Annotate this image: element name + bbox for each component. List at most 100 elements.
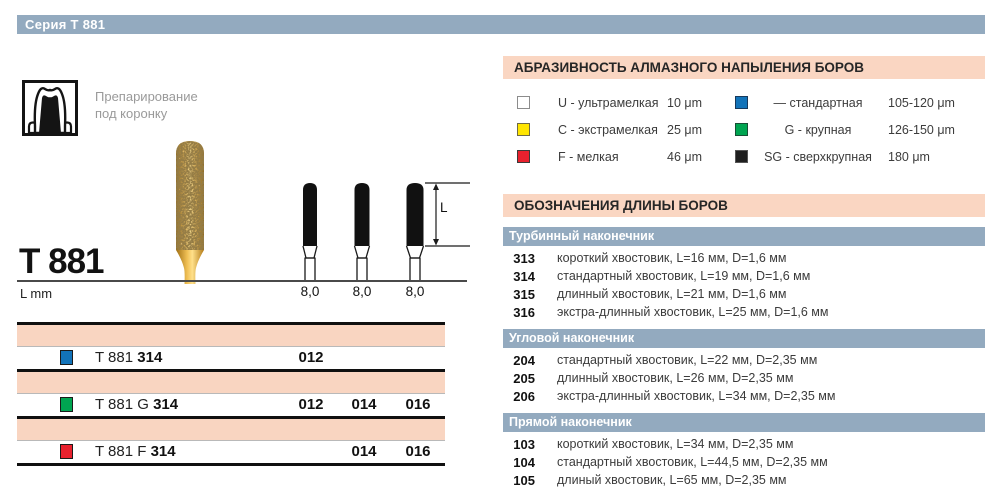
variant-group: T 881 F 314 014 016 (17, 416, 445, 463)
variant-code: T 881 F 314 (95, 443, 176, 460)
grit-swatch (517, 96, 530, 109)
length-groups: Турбинный наконечник 313 короткий хвосто… (503, 227, 985, 497)
grit-swatch (517, 150, 530, 163)
grit-size: 25 μm (667, 122, 702, 137)
grit-label: — стандартная (773, 95, 863, 110)
grit-size: 46 μm (667, 149, 702, 164)
legend-item: C - экстрамелкая 25 μm (503, 116, 735, 143)
grit-size: 180 μm (888, 149, 930, 164)
abrasiveness-header: АБРАЗИВНОСТЬ АЛМАЗНОГО НАПЫЛЕНИЯ БОРОВ (503, 56, 985, 79)
handpiece-group: Прямой наконечник 103 короткий хвостовик… (503, 413, 985, 489)
legend-column-coarse: — стандартная 105-120 μm G - крупная 126… (735, 89, 985, 170)
working-length-value: 8,0 (405, 284, 425, 299)
length-description: стандартный хвостовик, L=22 мм, D=2,35 м… (557, 353, 818, 367)
length-code: 206 (513, 388, 535, 404)
length-description: стандартный хвостовик, L=44,5 мм, D=2,35… (557, 455, 828, 469)
variant-group: T 881 G 314 012 014 016 (17, 369, 445, 416)
length-code: 205 (513, 370, 535, 386)
grit-label: C - экстрамелкая (558, 122, 658, 137)
length-row: 103 короткий хвостовик, L=34 мм, D=2,35 … (503, 435, 985, 453)
handpiece-rows: 103 короткий хвостовик, L=34 мм, D=2,35 … (503, 432, 985, 489)
indication-line-2: под коронку (95, 106, 168, 121)
handpiece-type-bar: Прямой наконечник (503, 413, 985, 432)
indication-label: Препарирование под коронку (95, 88, 198, 122)
variant-code-prefix: T 881 G (95, 396, 154, 413)
length-code: 315 (513, 286, 535, 302)
handpiece-rows: 313 короткий хвостовик, L=16 мм, D=1,6 м… (503, 246, 985, 321)
length-row: 104 стандартный хвостовик, L=44,5 мм, D=… (503, 453, 985, 471)
grit-swatch (517, 123, 530, 136)
length-code: 104 (513, 454, 535, 470)
grit-label: SG - сверхкрупная (764, 149, 872, 164)
handpiece-group: Угловой наконечник 204 стандартный хвост… (503, 329, 985, 405)
grit-size: 105-120 μm (888, 95, 955, 110)
handpiece-type-bar: Угловой наконечник (503, 329, 985, 348)
handpiece-rows: 204 стандартный хвостовик, L=22 мм, D=2,… (503, 348, 985, 405)
legend-item: G - крупная 126-150 μm (735, 116, 985, 143)
variant-band (17, 419, 445, 441)
variant-size-014: 014 (351, 443, 377, 460)
length-row: 204 стандартный хвостовик, L=22 мм, D=2,… (503, 351, 985, 369)
variant-code: T 881 G 314 (95, 396, 178, 413)
legend-item: — стандартная 105-120 μm (735, 89, 985, 116)
length-row: 313 короткий хвостовик, L=16 мм, D=1,6 м… (503, 249, 985, 267)
variant-code-prefix: T 881 F (95, 443, 151, 460)
grit-label: U - ультрамелкая (558, 95, 659, 110)
length-row: 316 экстра-длинный хвостовик, L=25 мм, D… (503, 303, 985, 321)
variant-row: T 881 F 314 014 016 (17, 441, 445, 463)
variant-row: T 881 G 314 012 014 016 (17, 394, 445, 416)
product-model: T 881 (19, 242, 104, 281)
variant-code: T 881 314 (95, 349, 162, 366)
grit-label: G - крупная (784, 122, 852, 137)
length-row: 105 длиный хвостовик, L=65 мм, D=2,35 мм (503, 471, 985, 489)
bur-outline-diagrams (302, 182, 470, 280)
lengths-header: ОБОЗНАЧЕНИЯ ДЛИНЫ БОРОВ (503, 194, 985, 217)
length-description: короткий хвостовик, L=16 мм, D=1,6 мм (557, 251, 787, 265)
variant-band (17, 372, 445, 394)
variant-size-016: 016 (405, 443, 431, 460)
legend-item: U - ультрамелкая 10 μm (503, 89, 735, 116)
grit-size: 10 μm (667, 95, 702, 110)
variant-size-016: 016 (405, 396, 431, 413)
length-code: 316 (513, 304, 535, 320)
grit-label: F - мелкая (558, 149, 619, 164)
handpiece-type-bar: Турбинный наконечник (503, 227, 985, 246)
length-axis-line (17, 280, 467, 282)
length-row: 314 стандартный хвостовик, L=19 мм, D=1,… (503, 267, 985, 285)
crown-preparation-icon (22, 80, 78, 136)
length-code: 204 (513, 352, 535, 368)
handpiece-group: Турбинный наконечник 313 короткий хвосто… (503, 227, 985, 321)
dimension-l-label: L (440, 200, 448, 215)
length-code: 314 (513, 268, 535, 284)
grit-swatch (735, 123, 748, 136)
grit-size: 126-150 μm (888, 122, 955, 137)
length-description: длинный хвостовик, L=21 мм, D=1,6 мм (557, 287, 787, 301)
indication-line-1: Препарирование (95, 89, 198, 104)
variant-code-shank: 314 (137, 349, 163, 366)
legend-item: F - мелкая 46 μm (503, 143, 735, 170)
length-axis-label: L mm (20, 286, 53, 301)
grit-swatch (735, 150, 748, 163)
length-description: экстра-длинный хвостовик, L=34 мм, D=2,3… (557, 389, 836, 403)
length-description: стандартный хвостовик, L=19 мм, D=1,6 мм (557, 269, 811, 283)
length-code: 103 (513, 436, 535, 452)
length-description: длиный хвостовик, L=65 мм, D=2,35 мм (557, 473, 787, 487)
variant-size-012: 012 (298, 349, 324, 366)
variant-table: T 881 314 012 T 881 G 314 012 014 016 (17, 322, 445, 466)
length-description: экстра-длинный хвостовик, L=25 мм, D=1,6… (557, 305, 829, 319)
length-code: 105 (513, 472, 535, 488)
variant-code-shank: 314 (153, 396, 179, 413)
legend-item: SG - сверхкрупная 180 μm (735, 143, 985, 170)
working-length-value: 8,0 (352, 284, 372, 299)
grit-color-swatch (60, 350, 73, 365)
working-length-labels: 8,0 8,0 8,0 (283, 284, 483, 302)
series-header-bar: Серия Т 881 (17, 15, 985, 34)
grit-swatch (735, 96, 748, 109)
variant-size-012: 012 (298, 396, 324, 413)
abrasiveness-legend: U - ультрамелкая 10 μm C - экстрамелкая … (503, 89, 985, 171)
length-description: короткий хвостовик, L=34 мм, D=2,35 мм (557, 437, 794, 451)
working-length-value: 8,0 (300, 284, 320, 299)
length-row: 206 экстра-длинный хвостовик, L=34 мм, D… (503, 387, 985, 405)
grit-color-swatch (60, 397, 73, 412)
diamond-bur-photo (176, 141, 204, 284)
